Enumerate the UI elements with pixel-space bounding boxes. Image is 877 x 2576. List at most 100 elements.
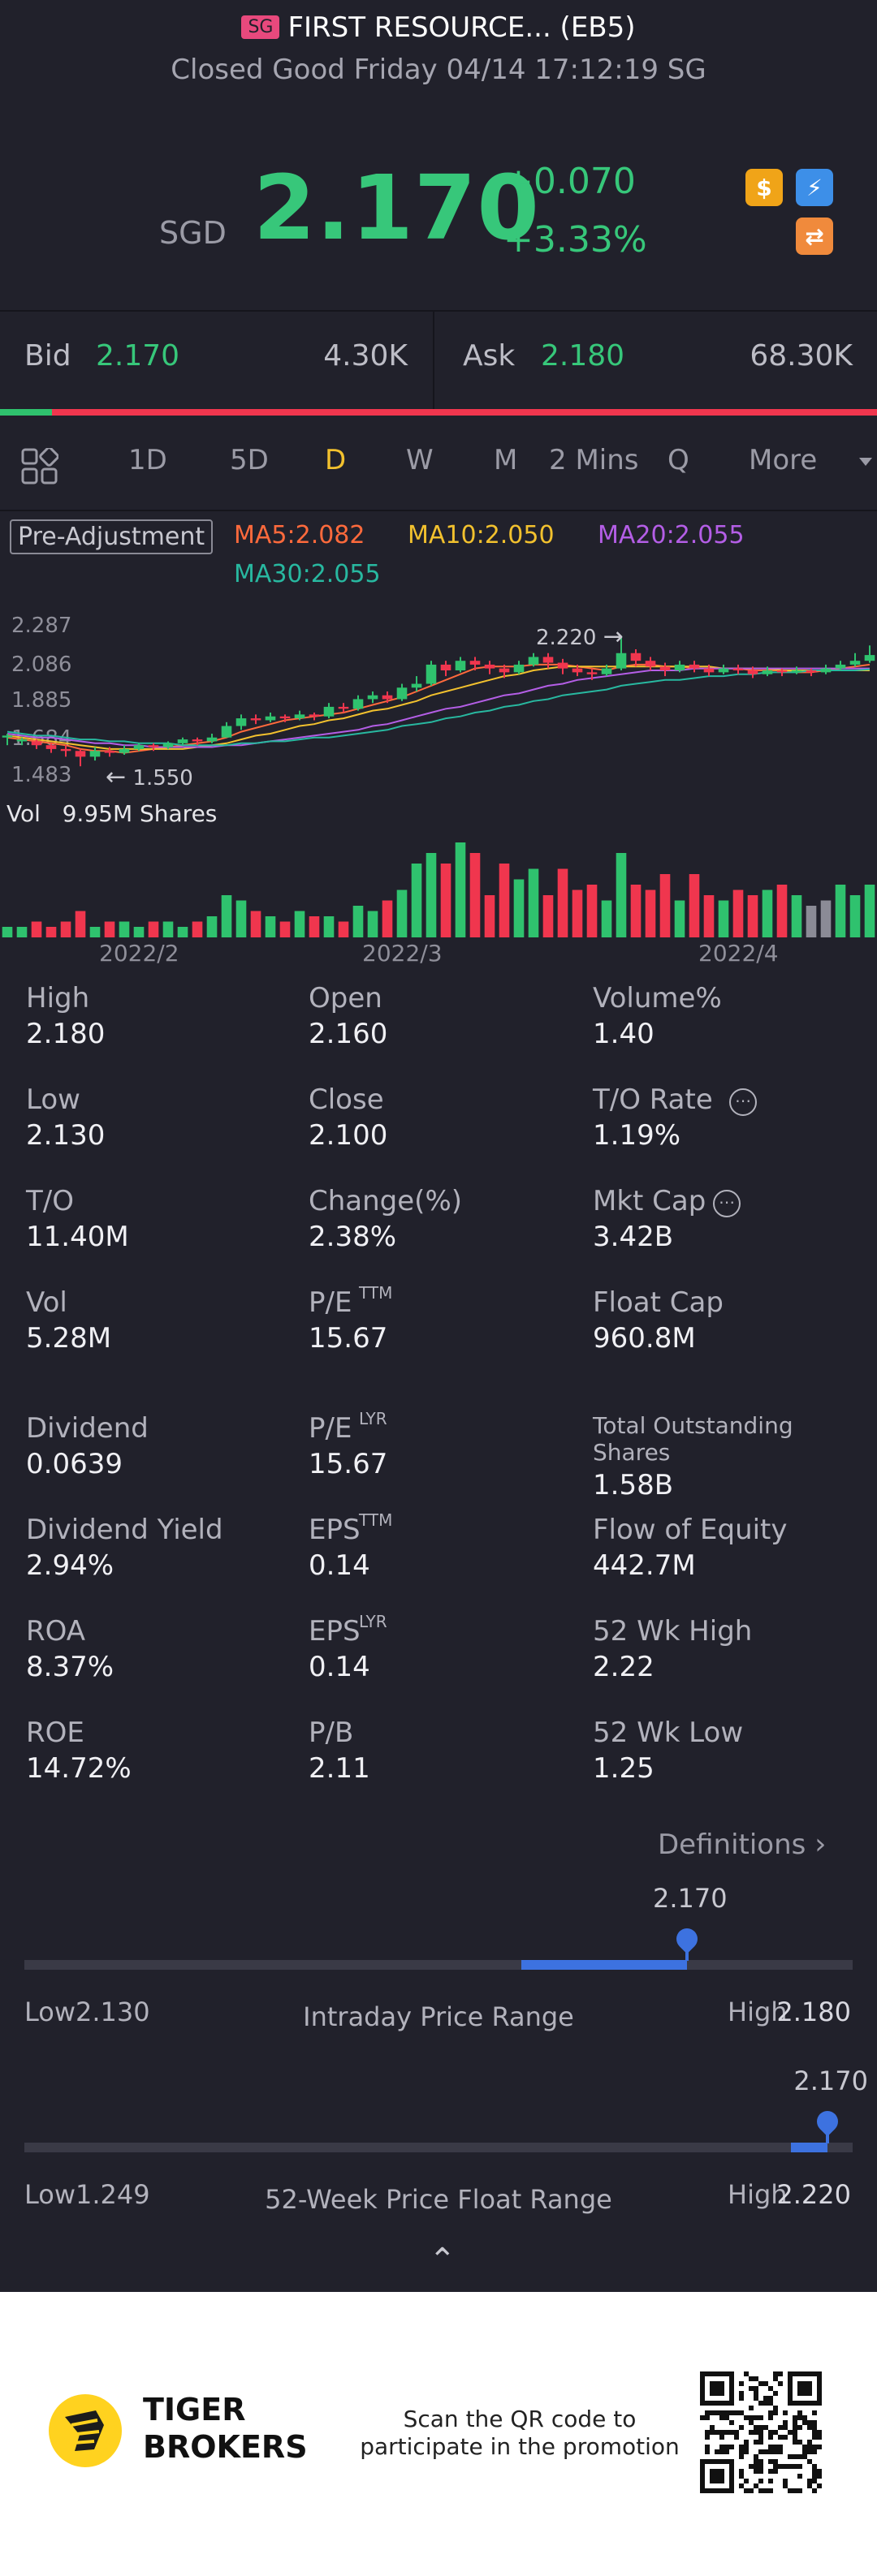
stat-label: 52 Wk High: [593, 1615, 753, 1648]
candle: [148, 743, 159, 752]
current-price-label: 2.170: [653, 1883, 728, 1914]
volume-bar: [806, 906, 817, 937]
stat-value: 2.180: [26, 1018, 106, 1050]
x-axis-label: 2022/2: [99, 940, 179, 967]
chart-tabs: 1D 5D D W M 2 Mins Q More: [0, 416, 877, 510]
stat-label: Close: [309, 1083, 384, 1116]
stat-label: EPS: [309, 1514, 361, 1546]
volume-bar: [732, 890, 744, 937]
volume-bar: [718, 900, 729, 937]
tab-w[interactable]: W: [406, 444, 434, 476]
dollar-icon[interactable]: $: [745, 169, 783, 206]
ask-volume: 68.30K: [750, 339, 853, 373]
candle: [718, 664, 729, 674]
stat-value: 2.11: [309, 1752, 370, 1785]
definitions-link[interactable]: Definitions ›: [658, 1828, 827, 1861]
brand-line1: TIGER: [143, 2392, 246, 2427]
volume-chart[interactable]: [0, 836, 877, 937]
volume-bar: [455, 842, 466, 937]
x-axis-label: 2022/3: [362, 940, 443, 967]
tab-5d[interactable]: 5D: [230, 444, 269, 476]
volume-bar: [601, 900, 612, 937]
volume-bar: [162, 921, 174, 937]
candle: [119, 745, 130, 755]
stat-value: 8.37%: [26, 1651, 114, 1683]
volume-bar: [16, 927, 28, 937]
candle: [89, 747, 101, 761]
grid-icon[interactable]: [21, 448, 58, 485]
info-icon[interactable]: ⋯: [713, 1190, 741, 1217]
collapse-icon[interactable]: ⌃: [429, 2242, 456, 2279]
stat-label: Mkt Cap: [593, 1185, 706, 1217]
ma10-line: [6, 666, 870, 750]
tab-2-mins[interactable]: 2 Mins: [549, 444, 639, 476]
volume-bar: [499, 864, 510, 937]
stat-cell: EPS TTM 0.14: [309, 1510, 392, 1582]
stat-label: Volume%: [593, 982, 722, 1014]
range-title: 52-Week Price Float Range: [265, 2184, 612, 2215]
candle: [820, 664, 832, 674]
volume-bar: [703, 895, 715, 937]
tab-more[interactable]: More: [749, 444, 818, 476]
stat-label: Open: [309, 982, 382, 1014]
stat-cell: T/O 11.40M: [26, 1185, 129, 1253]
stat-cell: ROA 8.37%: [26, 1615, 114, 1683]
market-badge: SG: [241, 15, 280, 39]
bid-ask-panel: Bid 2.170 4.30K Ask 2.180 68.30K: [0, 312, 877, 409]
candlestick-chart[interactable]: [0, 609, 877, 787]
bid-price: 2.170: [96, 339, 180, 373]
stat-value: 960.8M: [593, 1322, 696, 1355]
stat-cell: Dividend Yield 2.94%: [26, 1514, 223, 1582]
candle: [762, 666, 773, 677]
volume-bar: [645, 890, 656, 937]
stat-label: T/O Rate: [593, 1083, 713, 1116]
candle: [586, 668, 598, 680]
y-axis-label: 1.885: [11, 688, 72, 713]
stat-cell: Open 2.160: [309, 982, 387, 1050]
volume-bar: [689, 874, 700, 937]
candle: [323, 703, 335, 719]
volume-bar: [747, 895, 758, 937]
exchange-icon[interactable]: ⇄: [796, 218, 833, 255]
candle: [206, 733, 218, 743]
range-title: Intraday Price Range: [303, 2001, 574, 2032]
stat-value: 14.72%: [26, 1752, 132, 1785]
candle: [484, 661, 495, 674]
definitions-label: Definitions: [658, 1829, 806, 1861]
ma20-label: MA20:2.055: [598, 521, 745, 549]
volume-bar: [849, 895, 861, 937]
candle: [645, 657, 656, 671]
tab-d[interactable]: D: [325, 444, 347, 476]
candle: [75, 748, 86, 767]
info-icon[interactable]: ⋯: [729, 1088, 757, 1116]
tab-m[interactable]: M: [494, 444, 518, 476]
chevron-down-icon[interactable]: [859, 458, 872, 466]
volume-bar: [338, 921, 349, 937]
pre-adjustment-button[interactable]: Pre-Adjustment: [10, 519, 214, 554]
candle: [177, 737, 188, 746]
volume-bar: [469, 853, 481, 937]
stat-label: Flow of Equity: [593, 1514, 788, 1546]
stat-cell: ROE 14.72%: [26, 1717, 132, 1785]
stat-cell: Change(%) 2.38%: [309, 1185, 462, 1253]
volume-bar: [776, 885, 788, 937]
low-marker: ← 1.550: [106, 763, 193, 791]
brand-line2: BROKERS: [143, 2429, 308, 2465]
arrow-left-icon: ←: [106, 763, 127, 791]
stat-label: P/B: [309, 1717, 354, 1749]
volume-bar: [104, 921, 115, 937]
candle: [469, 657, 481, 671]
stat-label: ROA: [26, 1615, 86, 1648]
candle: [791, 666, 802, 674]
volume-bar: [119, 921, 130, 937]
lightning-icon[interactable]: ⚡: [796, 169, 833, 206]
stat-label: EPS: [309, 1615, 361, 1648]
tab-q[interactable]: Q: [667, 444, 689, 476]
candle: [499, 664, 510, 678]
candle: [557, 658, 568, 674]
candle: [294, 710, 305, 721]
bid-label: Bid: [24, 339, 71, 373]
tab-1d[interactable]: 1D: [128, 444, 167, 476]
candle: [338, 703, 349, 713]
stat-label: Total Outstanding Shares: [593, 1412, 793, 1466]
